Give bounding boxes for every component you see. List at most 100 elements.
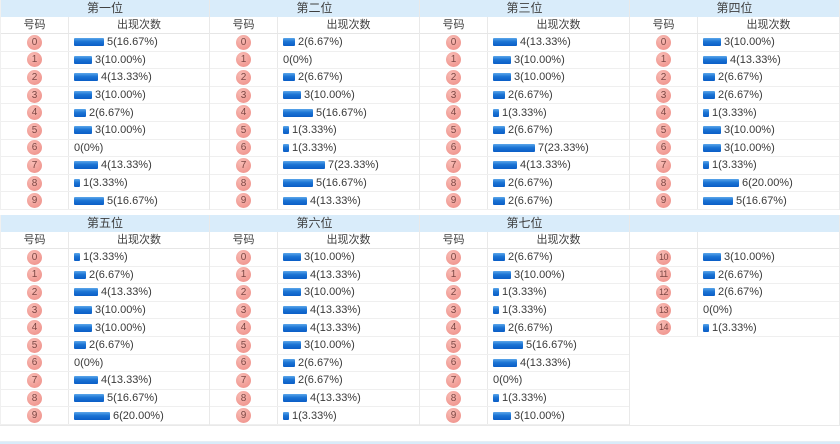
position-title: 第一位 bbox=[1, 0, 209, 17]
bar-cell: 2(6.67%) bbox=[698, 267, 839, 284]
frequency-bar bbox=[493, 143, 535, 152]
count-column-header: 出现次数 bbox=[326, 19, 371, 31]
freq-row: 4 2(6.67%) bbox=[1, 104, 209, 122]
number-cell: 4 bbox=[420, 319, 488, 336]
bar-cell: 4(13.33%) bbox=[488, 157, 629, 174]
number-badge: 2 bbox=[656, 69, 671, 85]
frequency-label: 1(3.33%) bbox=[292, 141, 337, 154]
frequency-bar bbox=[283, 196, 307, 205]
freq-row: 4 3(10.00%) bbox=[1, 319, 209, 337]
bar-cell: 2(6.67%) bbox=[488, 249, 629, 266]
position-title: 第七位 bbox=[420, 215, 629, 232]
frequency-bar bbox=[74, 253, 80, 262]
number-cell: 7 bbox=[420, 372, 488, 389]
freq-row: 2 2(6.67%) bbox=[210, 69, 419, 87]
number-badge: 5 bbox=[446, 337, 461, 353]
frequency-bar bbox=[493, 358, 517, 367]
number-cell: 9 bbox=[630, 192, 698, 209]
bar-cell: 4(13.33%) bbox=[698, 52, 839, 69]
frequency-label: 3(10.00%) bbox=[95, 53, 146, 66]
number-cell: 8 bbox=[210, 389, 278, 407]
column-subheader: 号码 出现次数 bbox=[1, 17, 209, 34]
freq-row: 0 4(13.33%) bbox=[420, 34, 629, 52]
freq-row: 7 7(23.33%) bbox=[210, 157, 419, 175]
number-badge: 14 bbox=[656, 320, 671, 336]
freq-row: 5 5(16.67%) bbox=[420, 336, 629, 355]
number-cell: 5 bbox=[210, 121, 278, 139]
frequency-label: 4(13.33%) bbox=[310, 268, 361, 281]
position-title: 第三位 bbox=[420, 0, 629, 17]
frequency-bar bbox=[493, 38, 517, 47]
bar-cell: 0(0%) bbox=[69, 140, 209, 157]
number-badge: 2 bbox=[236, 284, 251, 300]
frequency-bar bbox=[493, 323, 505, 332]
frequency-bar bbox=[703, 126, 721, 135]
number-badge: 3 bbox=[656, 87, 671, 103]
freq-row: 3 1(3.33%) bbox=[420, 301, 629, 320]
number-badge: 9 bbox=[656, 193, 671, 209]
freq-row: 9 2(6.67%) bbox=[420, 192, 629, 210]
freq-row: 1 4(13.33%) bbox=[630, 51, 839, 70]
number-cell: 7 bbox=[630, 157, 698, 174]
frequency-label: 2(6.67%) bbox=[298, 374, 343, 387]
freq-row: 7 4(13.33%) bbox=[420, 157, 629, 175]
freq-row: 7 0(0%) bbox=[420, 372, 629, 390]
bar-cell: 1(3.33%) bbox=[698, 157, 839, 174]
number-cell: 0 bbox=[420, 249, 488, 266]
bar-cell: 1(3.33%) bbox=[69, 175, 209, 192]
frequency-label: 4(13.33%) bbox=[310, 304, 361, 317]
number-badge: 12 bbox=[656, 284, 671, 300]
position-table: 第一位 号码 出现次数 0 5(16.67%) 1 3(10.00%) 2 4(13.33%) 3… bbox=[0, 0, 210, 210]
freq-row: 6 0(0%) bbox=[1, 354, 209, 373]
frequency-label: 6(20.00%) bbox=[113, 409, 164, 422]
freq-row: 0 2(6.67%) bbox=[420, 249, 629, 267]
freq-row: 5 2(6.67%) bbox=[420, 121, 629, 140]
frequency-bar bbox=[74, 288, 98, 297]
frequency-label: 5(16.67%) bbox=[316, 177, 367, 190]
column-subheader: 号码 出现次数 bbox=[1, 232, 209, 249]
number-badge: 6 bbox=[236, 140, 251, 156]
number-badge: 5 bbox=[446, 122, 461, 138]
bar-cell: 1(3.33%) bbox=[488, 284, 629, 301]
count-column-header: 出现次数 bbox=[117, 19, 161, 31]
frequency-rows: 0 3(10.00%) 1 4(13.33%) 2 3(10.00%) 3 4(13.33%)… bbox=[210, 249, 419, 425]
bar-cell: 6(20.00%) bbox=[698, 175, 839, 192]
freq-row: 2 4(13.33%) bbox=[1, 69, 209, 87]
number-cell: 6 bbox=[630, 139, 698, 157]
freq-row: 8 4(13.33%) bbox=[210, 389, 419, 408]
frequency-bar bbox=[283, 306, 307, 315]
number-cell: 6 bbox=[1, 354, 69, 372]
bar-cell: 4(13.33%) bbox=[278, 192, 419, 209]
frequency-label: 4(13.33%) bbox=[101, 159, 152, 172]
frequency-label: 1(3.33%) bbox=[292, 409, 337, 422]
frequency-bar bbox=[703, 108, 709, 117]
bar-cell: 1(3.33%) bbox=[278, 122, 419, 139]
number-badge: 6 bbox=[446, 355, 461, 371]
freq-row: 14 1(3.33%) bbox=[630, 319, 839, 337]
frequency-bar bbox=[493, 270, 511, 279]
position-table: 第七位 号码 出现次数 0 2(6.67%) 1 3(10.00%) 2 1(3.33%) 3 1(… bbox=[420, 215, 630, 425]
frequency-label: 3(10.00%) bbox=[514, 268, 565, 281]
number-badge: 6 bbox=[236, 355, 251, 371]
frequency-bar bbox=[703, 143, 721, 152]
bar-cell: 2(6.67%) bbox=[698, 69, 839, 86]
frequency-bar bbox=[493, 288, 499, 297]
bar-cell: 7(23.33%) bbox=[488, 140, 629, 157]
frequency-bar bbox=[703, 323, 709, 332]
number-badge: 4 bbox=[656, 105, 671, 121]
frequency-label: 2(6.67%) bbox=[508, 194, 553, 207]
number-cell: 3 bbox=[210, 301, 278, 319]
column-subheader bbox=[630, 232, 839, 249]
bar-cell: 5(16.67%) bbox=[488, 337, 629, 354]
frequency-label: 4(13.33%) bbox=[101, 286, 152, 299]
freq-row: 2 4(13.33%) bbox=[1, 284, 209, 302]
number-badge: 7 bbox=[236, 372, 251, 388]
frequency-label: 0(0%) bbox=[283, 53, 313, 66]
bar-cell: 4(13.33%) bbox=[69, 284, 209, 301]
freq-row: 2 3(10.00%) bbox=[420, 69, 629, 87]
number-cell: 2 bbox=[420, 69, 488, 86]
number-badge: 8 bbox=[656, 175, 671, 191]
column-subheader: 号码 出现次数 bbox=[420, 17, 629, 34]
frequency-label: 2(6.67%) bbox=[508, 251, 553, 264]
